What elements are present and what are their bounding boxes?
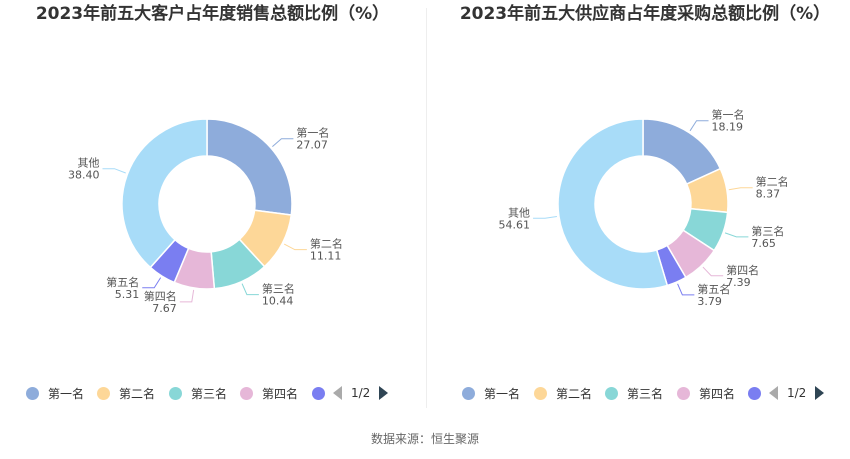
- supplier-chart-panel: 2023年前五大供应商占年度采购总额比例（%） 第一名 18.19 第二名 8.37 第…: [425, 0, 850, 420]
- next-page-icon[interactable]: [815, 386, 825, 400]
- leader-line: [533, 216, 557, 219]
- leader-line: [241, 283, 259, 296]
- panel-divider: [426, 8, 427, 408]
- page-indicator: 1/2: [351, 386, 371, 400]
- slice-label: 第四名: [144, 289, 177, 303]
- slice-label: 第三名: [262, 282, 295, 296]
- legend-label: 第四名: [699, 386, 736, 401]
- chart-title: 2023年前五大客户占年度销售总额比例（%）: [35, 4, 390, 24]
- legend-dot: [240, 386, 253, 400]
- legend-dot: [97, 386, 110, 400]
- leader-line: [102, 168, 126, 174]
- leader-line: [689, 120, 709, 132]
- legend-label: 第二名: [119, 386, 156, 401]
- leader-line: [283, 243, 307, 251]
- leader-line: [272, 138, 294, 147]
- chart-legend: 第一名 第二名 第三名 第四名 1/2: [425, 383, 850, 403]
- slice-label: 第五名: [106, 275, 139, 289]
- slice-label: 其他: [508, 206, 530, 219]
- legend-dot: [534, 386, 547, 400]
- legend-item-3[interactable]: 第三名: [605, 383, 663, 403]
- page-indicator: 1/2: [787, 386, 807, 400]
- next-page-icon[interactable]: [379, 386, 389, 400]
- legend-label: 第四名: [262, 386, 299, 401]
- legend-item-4[interactable]: 第四名: [240, 383, 298, 403]
- leader-line: [728, 187, 753, 191]
- pie-slice[interactable]: [121, 118, 208, 269]
- legend-pager: 1/2: [312, 383, 389, 403]
- pie-slice[interactable]: [557, 118, 669, 290]
- legend-label: 第一名: [48, 386, 85, 401]
- prev-page-icon[interactable]: [333, 386, 342, 400]
- slice-value-label: 11.11: [310, 250, 342, 263]
- leader-line: [677, 283, 695, 296]
- slice-value-label: 8.37: [756, 188, 781, 201]
- slice-label: 第一名: [712, 108, 745, 122]
- legend-item-2[interactable]: 第二名: [534, 383, 592, 403]
- customer-chart-panel: 2023年前五大客户占年度销售总额比例（%） 第一名 27.07 第二名 11.11 第…: [0, 0, 425, 420]
- legend-label: 第二名: [556, 386, 593, 401]
- slice-label: 第一名: [296, 126, 329, 140]
- slice-label: 第二名: [756, 175, 789, 189]
- slice-label: 第五名: [697, 282, 730, 296]
- data-source-note: 数据来源：恒生聚源: [370, 432, 479, 446]
- leader-line: [142, 277, 162, 289]
- legend-dot-partial: [748, 386, 761, 400]
- slice-value-label: 7.65: [751, 237, 776, 250]
- legend-dot: [26, 386, 39, 400]
- slice-value-label: 54.61: [499, 218, 531, 231]
- legend-dot: [169, 386, 182, 400]
- legend-dot: [677, 386, 690, 400]
- slice-value-label: 38.40: [68, 169, 100, 182]
- slice-label: 第三名: [751, 224, 784, 238]
- legend-label: 第三名: [191, 386, 228, 401]
- prev-page-icon[interactable]: [769, 386, 778, 400]
- slice-value-label: 27.07: [296, 139, 328, 152]
- slice-value-label: 7.39: [726, 276, 751, 289]
- chart-legend: 第一名 第二名 第三名 第四名 1/2: [0, 383, 425, 403]
- legend-item-1[interactable]: 第一名: [462, 383, 520, 403]
- slice-value-label: 7.67: [152, 302, 177, 315]
- legend-label: 第三名: [627, 386, 664, 401]
- slice-label: 其他: [78, 157, 100, 170]
- legend-item-4[interactable]: 第四名: [677, 383, 735, 403]
- pie-slice[interactable]: [206, 118, 293, 216]
- legend-item-1[interactable]: 第一名: [26, 383, 84, 403]
- slice-value-label: 10.44: [262, 295, 294, 308]
- legend-pager: 1/2: [748, 383, 825, 403]
- legend-item-2[interactable]: 第二名: [97, 383, 155, 403]
- legend-dot: [462, 386, 475, 400]
- slice-label: 第二名: [310, 237, 343, 251]
- leader-line: [724, 232, 749, 238]
- slice-value-label: 5.31: [115, 288, 140, 301]
- slice-label: 第四名: [726, 263, 759, 277]
- leader-line: [179, 289, 195, 303]
- chart-title: 2023年前五大供应商占年度采购总额比例（%）: [459, 4, 831, 24]
- slice-value-label: 3.79: [697, 295, 722, 308]
- legend-dot: [605, 386, 618, 400]
- slice-value-label: 18.19: [712, 121, 744, 134]
- leader-line: [702, 266, 724, 277]
- legend-dot-partial: [312, 386, 325, 400]
- legend-item-3[interactable]: 第三名: [169, 383, 227, 403]
- legend-label: 第一名: [484, 386, 521, 401]
